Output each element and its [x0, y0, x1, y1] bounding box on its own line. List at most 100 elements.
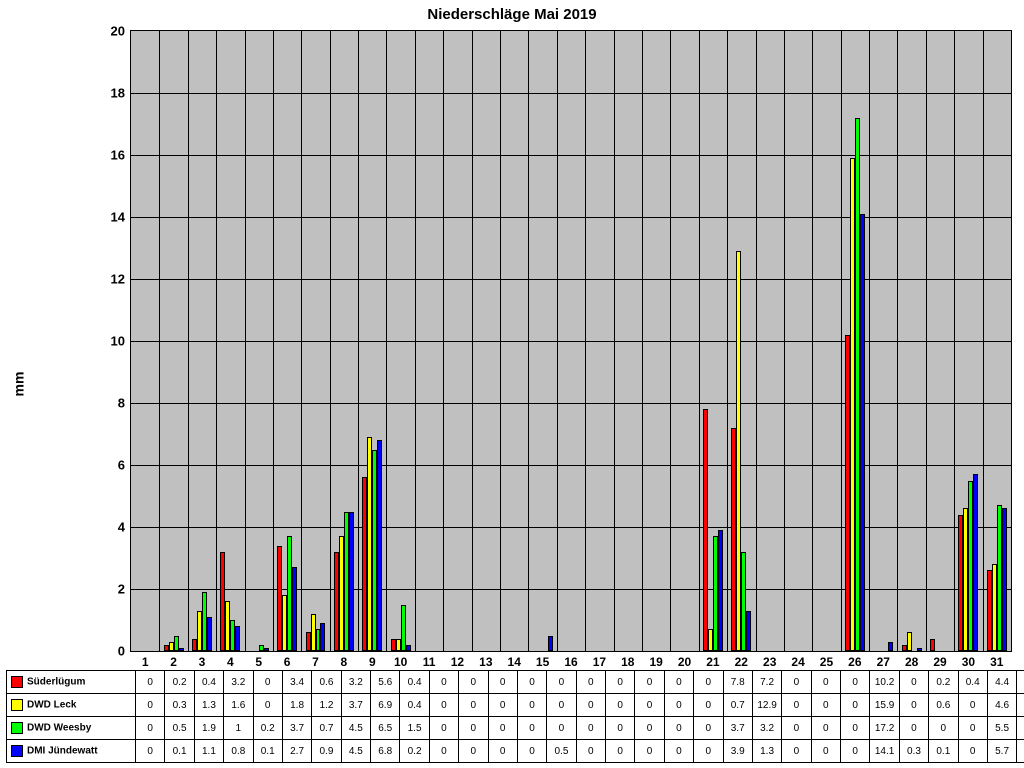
table-cell: 0.7	[723, 694, 752, 717]
x-category-label: 3	[199, 655, 206, 669]
table-cell: 0.2	[929, 671, 958, 694]
x-category-label: 27	[877, 655, 890, 669]
table-cell: 0.9	[312, 740, 341, 763]
x-category-label: 25	[820, 655, 833, 669]
table-cell: 0	[899, 717, 928, 740]
table-cell: 0	[606, 717, 635, 740]
table-cell: 0	[576, 671, 605, 694]
x-category-label: 12	[451, 655, 464, 669]
table-cell: 0	[782, 717, 811, 740]
table-cell: 6.9	[371, 694, 400, 717]
table-cell: 0	[488, 694, 517, 717]
bar	[860, 214, 865, 651]
y-tick-label: 16	[111, 148, 125, 163]
table-cell: 0	[635, 740, 664, 763]
table-cell: 0	[635, 694, 664, 717]
gridline-horizontal	[131, 93, 1011, 94]
legend-label: DWD Leck	[27, 700, 76, 711]
table-cell: 0	[253, 694, 282, 717]
table-cell: 0	[429, 694, 458, 717]
table-row: DWD Leck00.31.31.601.81.23.76.90.4000000…	[7, 694, 1024, 717]
gridline-vertical	[386, 31, 387, 651]
bar	[406, 645, 411, 651]
table-cell: 0	[929, 717, 958, 740]
chart-container: Niederschläge Mai 2019 mm 02468101214161…	[0, 0, 1024, 768]
bar	[548, 636, 553, 652]
x-category-label: 31	[990, 655, 1003, 669]
table-cell: 0	[459, 717, 488, 740]
table-cell: 0	[517, 671, 546, 694]
table-cell: 3.9	[723, 740, 752, 763]
table-cell: 4.6	[1017, 740, 1024, 763]
table-cell: 0.1	[929, 740, 958, 763]
gridline-vertical	[756, 31, 757, 651]
table-cell: 1.5	[400, 717, 429, 740]
table-cell: 0.6	[312, 671, 341, 694]
table-cell: 1.3	[752, 740, 781, 763]
table-cell: 0	[488, 740, 517, 763]
x-category-label: 2	[170, 655, 177, 669]
gridline-vertical	[841, 31, 842, 651]
legend-entry: DWD Leck	[7, 694, 136, 717]
legend-entry: DWD Weesby	[7, 717, 136, 740]
table-cell: 7.2	[752, 671, 781, 694]
table-cell: 2.6	[1017, 671, 1024, 694]
table-cell: 4.4	[987, 671, 1016, 694]
table-cell: 0.8	[224, 740, 253, 763]
table-cell: 1.2	[312, 694, 341, 717]
x-category-label: 5	[255, 655, 262, 669]
x-category-label: 21	[706, 655, 719, 669]
table-cell: 0.2	[253, 717, 282, 740]
gridline-horizontal	[131, 341, 1011, 342]
bar	[703, 409, 708, 651]
gridline-vertical	[528, 31, 529, 651]
table-cell: 0	[459, 694, 488, 717]
y-tick-label: 18	[111, 86, 125, 101]
table-cell: 0	[517, 694, 546, 717]
table-cell: 3.7	[282, 717, 311, 740]
table-cell: 0	[429, 717, 458, 740]
table-cell: 14.1	[870, 740, 899, 763]
gridline-horizontal	[131, 279, 1011, 280]
table-cell: 0.5	[165, 717, 194, 740]
table-cell: 6.5	[371, 717, 400, 740]
table-cell: 0	[517, 717, 546, 740]
table-cell: 5.6	[371, 671, 400, 694]
legend-swatch	[11, 699, 23, 711]
gridline-vertical	[585, 31, 586, 651]
y-tick-label: 0	[118, 644, 125, 659]
table-cell: 0.5	[547, 740, 576, 763]
gridline-vertical	[159, 31, 160, 651]
table-cell: 10.2	[870, 671, 899, 694]
bar	[349, 512, 354, 652]
table-cell: 0.4	[400, 694, 429, 717]
table-cell: 0	[547, 671, 576, 694]
y-tick-label: 12	[111, 272, 125, 287]
bar	[888, 642, 893, 651]
table-cell: 0.3	[165, 694, 194, 717]
x-category-label: 7	[312, 655, 319, 669]
y-tick-label: 6	[118, 458, 125, 473]
legend-swatch	[11, 676, 23, 688]
table-cell: 0	[606, 671, 635, 694]
table-cell: 0	[811, 671, 840, 694]
legend-entry: DMI Jündewatt	[7, 740, 136, 763]
table-cell: 0	[958, 694, 987, 717]
table-cell: 0.6	[929, 694, 958, 717]
gridline-vertical	[216, 31, 217, 651]
y-tick-label: 14	[111, 210, 125, 225]
y-tick-label: 4	[118, 520, 125, 535]
table-cell: 0	[136, 671, 165, 694]
legend-entry: Süderlügum	[7, 671, 136, 694]
table-cell: 0.3	[899, 740, 928, 763]
table-cell: 0.4	[958, 671, 987, 694]
gridline-vertical	[472, 31, 473, 651]
x-category-label: 16	[564, 655, 577, 669]
table-cell: 0	[811, 717, 840, 740]
gridline-vertical	[954, 31, 955, 651]
gridline-vertical	[926, 31, 927, 651]
bar	[207, 617, 212, 651]
table-cell: 0	[782, 694, 811, 717]
x-category-label: 15	[536, 655, 549, 669]
table-cell: 4.5	[341, 717, 370, 740]
